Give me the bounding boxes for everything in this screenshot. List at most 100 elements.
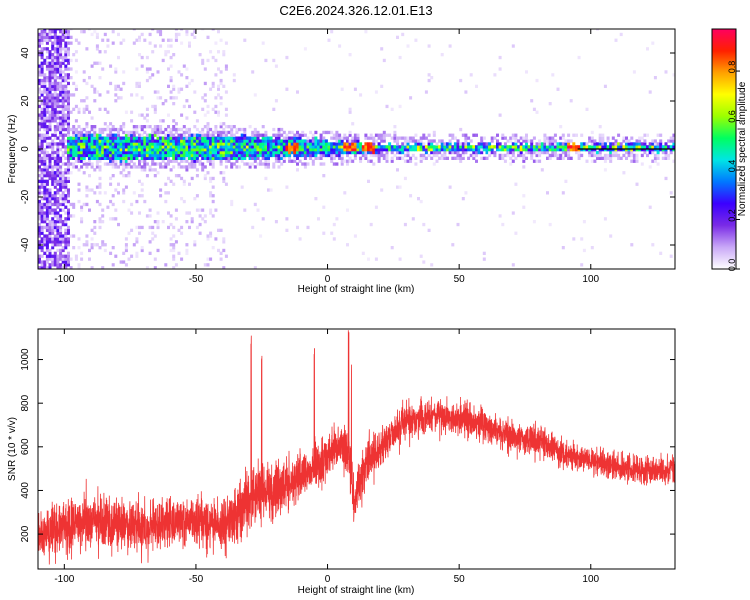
spectrogram-cell: [306, 150, 310, 155]
spectrogram-cell: [53, 70, 57, 74]
spectrogram-cell: [203, 125, 207, 129]
spectrogram-cell: [288, 136, 292, 140]
spectrogram-cell: [40, 61, 44, 65]
spectrogram-cell: [185, 153, 189, 158]
spectrogram-cell: [227, 145, 231, 149]
spectrogram-cell: [90, 139, 94, 143]
spectrogram-cell: [82, 150, 86, 155]
spectrogram-cell: [206, 133, 210, 137]
spectrogram-cell: [40, 67, 44, 71]
spectrogram-cell: [140, 168, 144, 172]
spectrogram-cell: [222, 139, 226, 143]
spectrogram-cell: [603, 148, 607, 152]
spectrogram-cell: [632, 70, 636, 74]
spectrogram-cell: [582, 148, 586, 152]
spectrogram-cell: [48, 199, 52, 204]
spectrogram-cell: [214, 153, 218, 158]
spectrogram-cell: [198, 139, 202, 143]
spectrogram-cell: [201, 61, 205, 65]
spectrogram-cell: [396, 185, 399, 189]
spectrogram-cell: [109, 142, 113, 146]
spectrogram-cell: [606, 156, 610, 160]
spectrogram-cell: [51, 246, 55, 250]
spectrogram-cell: [546, 142, 549, 146]
spectrogram-cell: [156, 220, 160, 224]
spectrogram-cell: [364, 30, 368, 34]
spectrogram-cell: [511, 145, 515, 149]
spectrogram-cell: [111, 125, 115, 129]
spectrogram-cell: [43, 211, 47, 215]
spectrogram-cell: [48, 145, 52, 149]
spectrogram-cell: [353, 87, 357, 91]
spectrogram-cell: [122, 148, 126, 152]
spectrogram-cell: [245, 148, 249, 152]
spectrogram-cell: [464, 136, 468, 140]
spectrogram-cell: [153, 145, 157, 149]
spectrogram-cell: [303, 142, 307, 146]
spectrogram-cell: [382, 133, 386, 137]
spectrogram-cell: [61, 194, 65, 198]
spectrogram-cell: [64, 182, 68, 186]
spectrogram-cell: [348, 110, 352, 114]
spectrogram-cell: [385, 159, 389, 163]
spectrogram-cell: [59, 176, 63, 181]
spectrogram-cell: [309, 139, 313, 143]
spectrogram-cell: [230, 156, 234, 160]
spectrogram-cell: [338, 139, 342, 143]
spectrogram-cell: [409, 148, 413, 152]
spectrogram-cell: [45, 125, 49, 129]
spectrogram-cell: [672, 133, 675, 137]
spectrogram-cell: [193, 90, 197, 94]
spectrogram-cell: [43, 119, 47, 123]
spectrogram-cell: [101, 67, 105, 71]
spectrogram-cell: [48, 202, 52, 207]
spectrogram-cell: [480, 136, 484, 140]
spectrogram-cell: [53, 58, 57, 63]
spectrogram-cell: [38, 156, 41, 160]
spectrogram-cell: [88, 76, 91, 80]
spectrogram-cell: [135, 237, 139, 241]
spectrogram-cell: [180, 145, 184, 149]
spectrogram-cell: [48, 191, 52, 195]
spectrogram-cell: [427, 78, 431, 83]
spectrogram-cell: [319, 148, 323, 152]
spectrogram-cell: [67, 260, 70, 264]
spectrogram-cell: [638, 139, 642, 143]
spectrogram-cell: [140, 136, 144, 140]
spectrogram-cell: [214, 148, 218, 152]
spectrogram-cell: [319, 150, 323, 155]
spectrogram-cell: [138, 145, 141, 149]
spectrogram-cell: [153, 234, 157, 238]
spectrogram-cell: [64, 197, 68, 201]
spectrogram-cell: [403, 142, 407, 146]
spectrogram-cell: [603, 168, 607, 172]
spectrogram-cell: [43, 240, 47, 244]
spectrogram-cell: [651, 159, 655, 163]
spectrogram-cell: [214, 142, 218, 146]
spectrogram-cell: [230, 136, 234, 140]
spectrogram-cell: [548, 153, 552, 158]
spectrogram-cell: [111, 153, 115, 158]
spectrogram-cell: [248, 156, 252, 160]
spectrogram-cell: [530, 99, 534, 103]
spectrogram-cell: [456, 145, 460, 149]
spectrogram-cell: [253, 159, 257, 163]
snr-y-tick-label: 1000: [20, 348, 31, 371]
spectrogram-cell: [467, 145, 471, 149]
spectrogram-cell: [406, 159, 410, 163]
spectrogram-cell: [90, 188, 94, 192]
spectrogram-cell: [48, 104, 52, 109]
spectrogram-cell: [561, 136, 565, 140]
spectrogram-cell: [53, 174, 57, 178]
spectrogram-cell: [353, 234, 357, 238]
spectrogram-cell: [377, 150, 381, 155]
spectrogram-cell: [290, 142, 294, 146]
spectrogram-cell: [64, 107, 68, 111]
spectrogram-cell: [451, 136, 455, 140]
spectrogram-cell: [280, 153, 284, 158]
spectrogram-cell: [122, 156, 126, 160]
spectrogram-cell: [93, 130, 97, 135]
spectrogram-cell: [482, 136, 486, 140]
spectrogram-cell: [543, 136, 547, 140]
snr-x-tick-label: -100: [54, 574, 74, 585]
